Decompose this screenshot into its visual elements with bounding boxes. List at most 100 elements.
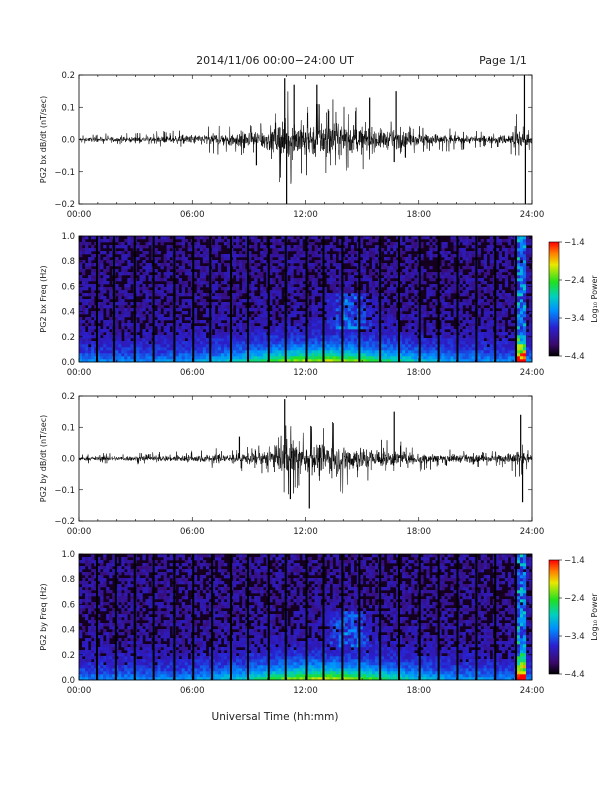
- spectrogram-cell: [387, 272, 391, 276]
- spectrogram-cell: [480, 299, 484, 303]
- spectrogram-cell: [495, 272, 500, 276]
- spectrogram-cell: [142, 266, 146, 270]
- spectrogram-cell: [193, 248, 198, 252]
- spectrogram-cell: [293, 266, 297, 270]
- spectrogram-cell: [281, 257, 285, 261]
- spectrogram-cell: [220, 353, 225, 357]
- spectrogram-cell: [329, 359, 333, 363]
- spectrogram-cell: [438, 335, 442, 339]
- spectrogram-cell: [220, 302, 225, 306]
- spectrogram-cell: [257, 341, 261, 345]
- spectrogram-cell: [353, 278, 358, 282]
- spectrogram-cell: [196, 335, 201, 339]
- spectrogram-cell: [308, 323, 312, 327]
- spectrogram-cell: [82, 557, 86, 561]
- spectrogram-cell: [106, 254, 110, 258]
- spectrogram-cell: [510, 287, 515, 291]
- spectrogram-cell: [193, 314, 198, 318]
- x-tick-label: 12:00: [293, 210, 318, 220]
- spectrogram-cell: [226, 278, 231, 282]
- spectrogram-cell: [211, 344, 216, 348]
- spectrogram-cell: [278, 359, 282, 363]
- spectrogram-cell: [359, 356, 364, 360]
- spectrogram-cell: [181, 302, 185, 306]
- spectrogram-cell: [248, 356, 252, 360]
- spectrogram-cell: [239, 251, 243, 255]
- spectrogram-cell: [323, 350, 327, 354]
- spectrogram-cell: [495, 326, 500, 330]
- spectrogram-cell: [115, 344, 119, 348]
- spectrogram-cell: [223, 257, 228, 261]
- spectrogram-cell: [91, 569, 95, 573]
- spectrogram-cell: [124, 293, 128, 297]
- spectrogram-cell: [453, 308, 457, 312]
- spectrogram-cell: [211, 284, 216, 288]
- spectrogram-cell: [88, 326, 92, 330]
- spectrogram-cell: [154, 284, 158, 288]
- spectrogram-cell: [426, 356, 430, 360]
- spectrogram-cell: [522, 278, 527, 282]
- spectrogram-cell: [248, 353, 252, 357]
- spectrogram-cell: [302, 347, 306, 351]
- spectrogram-cell: [323, 353, 327, 357]
- spectrogram-cell: [450, 278, 454, 282]
- spectrogram-cell: [396, 344, 400, 348]
- spectrogram-cell: [199, 278, 204, 282]
- spectrogram-cell: [127, 251, 131, 255]
- spectrogram-cell: [106, 359, 110, 363]
- spectrogram-cell: [347, 305, 352, 309]
- x-tick-label: 06:00: [180, 527, 205, 537]
- spectrogram-cell: [405, 302, 409, 306]
- spectrogram-cell: [504, 275, 509, 279]
- spectrogram-cell: [399, 332, 403, 336]
- spectrogram-cell: [495, 239, 500, 243]
- spectrogram-cell: [269, 350, 273, 354]
- spectrogram-cell: [91, 290, 95, 294]
- spectrogram-cell: [408, 266, 412, 270]
- spectrogram-cell: [115, 257, 119, 261]
- spectrogram-cell: [242, 278, 246, 282]
- spectrogram-cell: [85, 641, 89, 645]
- spectrogram-cell: [160, 323, 164, 327]
- spectrogram-cell: [441, 287, 445, 291]
- spectrogram-cell: [525, 344, 530, 348]
- spectrogram-cell: [239, 293, 243, 297]
- spectrogram-cell: [260, 329, 264, 333]
- spectrogram-cell: [414, 257, 418, 261]
- spectrogram-cell: [338, 308, 343, 312]
- spectrogram-cell: [88, 356, 92, 360]
- spectrogram-cell: [374, 284, 379, 288]
- spectrogram-cell: [193, 335, 198, 339]
- spectrogram-cell: [329, 332, 333, 336]
- spectrogram-cell: [236, 308, 240, 312]
- spectrogram-cell: [97, 326, 101, 330]
- spectrogram-cell: [528, 290, 533, 294]
- spectrogram-cell: [82, 332, 86, 336]
- spectrogram-cell: [202, 248, 207, 252]
- spectrogram-cell: [338, 284, 343, 288]
- spectrogram-cell: [85, 599, 89, 603]
- spectrogram-cell: [239, 359, 243, 363]
- spectrogram-cell: [106, 335, 110, 339]
- spectrogram-cell: [453, 347, 457, 351]
- spectrogram-cell: [525, 308, 530, 312]
- spectrogram-cell: [426, 290, 430, 294]
- spectrogram-cell: [184, 317, 189, 321]
- spectrogram-cell: [97, 347, 101, 351]
- spectrogram-cell: [175, 356, 179, 360]
- spectrogram-cell: [293, 329, 297, 333]
- spectrogram-cell: [441, 347, 445, 351]
- spectrogram-cell: [405, 278, 409, 282]
- spectrogram-cell: [91, 560, 95, 564]
- spectrogram-cell: [88, 278, 92, 282]
- spectrogram-cell: [362, 356, 367, 360]
- spectrogram-cell: [85, 266, 89, 270]
- spectrogram-cell: [471, 239, 475, 243]
- spectrogram-cell: [205, 344, 210, 348]
- spectrogram-cell: [127, 326, 131, 330]
- spectrogram-cell: [245, 260, 249, 264]
- spectrogram-cell: [260, 341, 264, 345]
- spectrogram-cell: [142, 278, 146, 282]
- spectrogram-cell: [477, 302, 481, 306]
